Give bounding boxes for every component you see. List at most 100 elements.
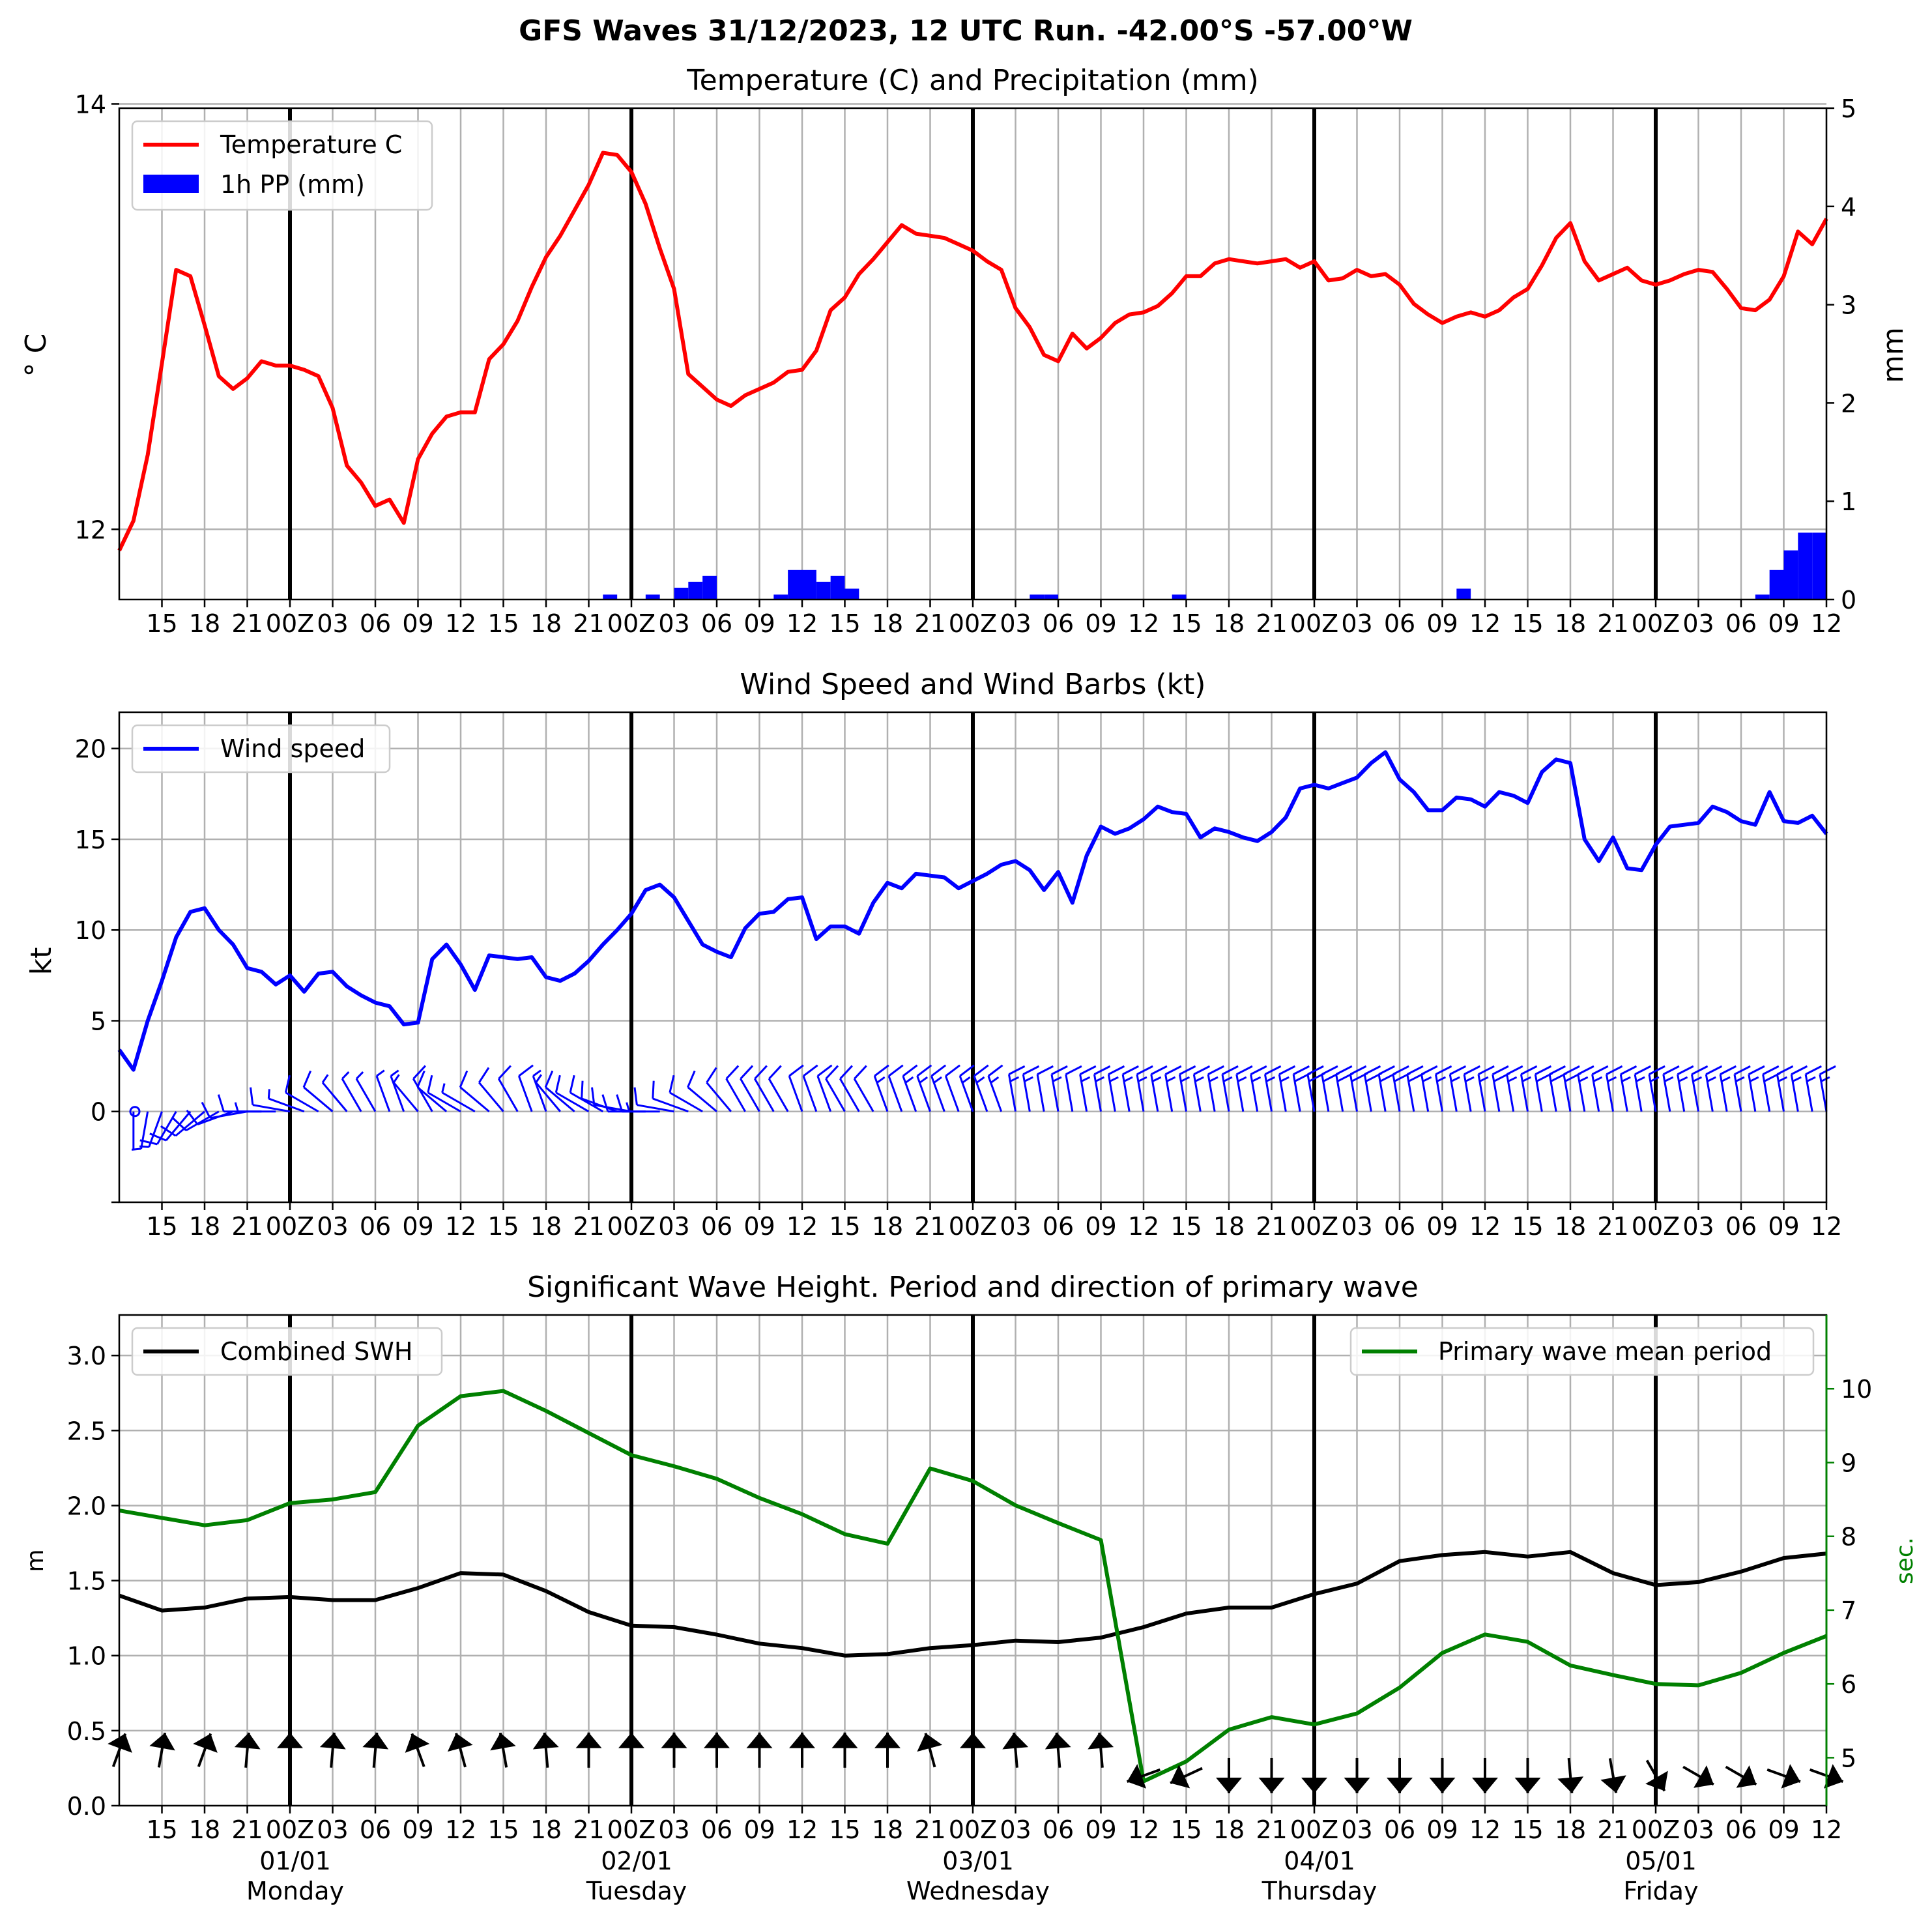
wind-barb-half-flag: [1436, 1076, 1447, 1082]
wind-barb-shaft: [185, 1110, 220, 1132]
x-tick-label: 15: [146, 1815, 177, 1844]
wind-barb-flag: [687, 1070, 696, 1088]
wind-barb-flag: [816, 1064, 833, 1077]
wind-barb-flag: [669, 1075, 675, 1093]
x-tick-label: 15: [1170, 1212, 1202, 1241]
wind-barb: [1591, 1065, 1609, 1112]
wind-barb-half-flag: [1664, 1076, 1674, 1082]
wind-barb-flag: [1535, 1065, 1552, 1075]
wind-barb-flag: [839, 1065, 853, 1080]
wave-arrow-head: [1301, 1777, 1327, 1793]
day-name-label: Tuesday: [586, 1877, 687, 1905]
wave-arrow-head: [149, 1733, 175, 1751]
wind-barb-half-flag: [392, 1074, 400, 1084]
wind-barb-flag: [1634, 1065, 1651, 1075]
wind-barb-flag: [1591, 1065, 1609, 1075]
wind-barb-flag: [459, 1070, 469, 1088]
wind-barb: [1648, 1065, 1665, 1112]
wave-arrow-head: [704, 1732, 730, 1748]
wave-direction-arrow: [1387, 1757, 1413, 1793]
wind-barb-half-flag: [267, 1089, 270, 1099]
y2-tick-label: 4: [1841, 193, 1856, 222]
y-tick-label: 5: [91, 1007, 106, 1035]
x-tick-label: 15: [1170, 609, 1202, 638]
x-tick-label: 15: [487, 1815, 519, 1844]
wind-barb-flag: [1264, 1065, 1282, 1075]
period-line: [119, 1389, 1828, 1784]
wave-arrow-head: [1344, 1777, 1370, 1793]
wind-barb: [1776, 1065, 1794, 1112]
wave-direction-arrow: [1088, 1732, 1114, 1768]
legend-box: [131, 120, 433, 211]
wind-barb-flag: [1108, 1065, 1125, 1075]
wave-arrow-head: [960, 1732, 986, 1748]
x-tick-label: 00Z: [266, 1815, 314, 1844]
y2-tick-label: 5: [1841, 1744, 1856, 1772]
y2-tick-label: 6: [1841, 1670, 1856, 1699]
plot-area: 0 1 2 3 4 5 Temperature C 1h PP (mm): [117, 94, 1856, 614]
x-tick-label: 12: [1811, 609, 1842, 638]
y-tick-label: 1.5: [67, 1567, 106, 1596]
wind-barb-shaft: [355, 1078, 377, 1112]
x-tick-label: 15: [146, 1212, 177, 1241]
wind-barb-flag: [1008, 1065, 1026, 1075]
wind-barb-shaft: [802, 1075, 818, 1112]
wave-arrow-head: [1170, 1765, 1190, 1789]
wave-direction-arrow: [1344, 1757, 1370, 1793]
wind-barb-shaft: [594, 1104, 632, 1113]
wave-arrow-head: [1429, 1777, 1456, 1793]
x-tick-label: 09: [743, 609, 775, 638]
wind-barb: [1463, 1065, 1480, 1112]
wind-barb: [616, 1094, 660, 1113]
wind-barb-flag: [1250, 1065, 1267, 1075]
wave-arrow-head: [1216, 1777, 1242, 1793]
wave-panel: Significant Wave Height. Period and dire…: [22, 1271, 1918, 1905]
x-tick-label: 15: [829, 609, 860, 638]
wave-arrow-head: [234, 1732, 261, 1750]
wind-barb: [802, 1064, 818, 1112]
y2-tick-label: 10: [1841, 1375, 1872, 1404]
wind-speed-line: [117, 750, 1828, 1072]
wind-barb-shaft: [535, 1082, 561, 1112]
wave-arrow-head: [874, 1732, 901, 1748]
wind-barb: [959, 1064, 975, 1112]
wind-barb-flag: [1222, 1065, 1239, 1075]
wind-barb-half-flag: [1052, 1076, 1062, 1082]
wave-direction-arrow: [1126, 1764, 1161, 1789]
wave-direction-arrow: [704, 1732, 730, 1768]
wave-direction-arrow: [1472, 1757, 1498, 1793]
wind-barb: [1804, 1065, 1822, 1112]
x-tick-label: 12: [1811, 1815, 1842, 1844]
wind-barb-half-flag: [1095, 1076, 1105, 1082]
wind-barb-half-flag: [1422, 1076, 1432, 1082]
wind-barb-flag: [1392, 1065, 1409, 1075]
wind-barb-flag: [569, 1075, 575, 1093]
wind-barb: [873, 1064, 889, 1112]
plot-frame: [118, 107, 1828, 601]
wind-barb-shaft: [816, 1075, 832, 1112]
y2-tick-label: 8: [1841, 1523, 1856, 1552]
wave-arrow-head: [1645, 1770, 1668, 1791]
wave-arrow-head: [405, 1733, 430, 1753]
x-tick-label: 18: [1555, 1815, 1586, 1844]
x-tick-label: 21: [573, 609, 604, 638]
x-tick-label: 18: [1555, 1212, 1586, 1241]
x-tick-label: 15: [829, 1815, 860, 1844]
x-tick-label: 09: [1085, 1815, 1116, 1844]
wind-barb-calm: [129, 1106, 141, 1118]
x-tick-label: 12: [1128, 1815, 1159, 1844]
wind-barb: [1207, 1065, 1224, 1112]
wind-barb: [1634, 1065, 1651, 1112]
x-tick-label: 12: [786, 609, 818, 638]
panel-title-wind: Wind Speed and Wind Barbs (kt): [740, 668, 1206, 701]
x-tick-label: 06: [360, 1212, 391, 1241]
wind-barb-half-flag: [1707, 1076, 1716, 1082]
x-tick-label: 00Z: [1290, 609, 1338, 638]
x-tick-label: 03: [317, 1212, 348, 1241]
legend-wind-label: Wind speed: [220, 734, 365, 763]
wind-barb: [535, 1074, 561, 1112]
wind-barb-shaft: [210, 1110, 248, 1119]
wind-barb-shaft: [140, 1111, 149, 1149]
wave-arrow-head: [532, 1732, 559, 1750]
